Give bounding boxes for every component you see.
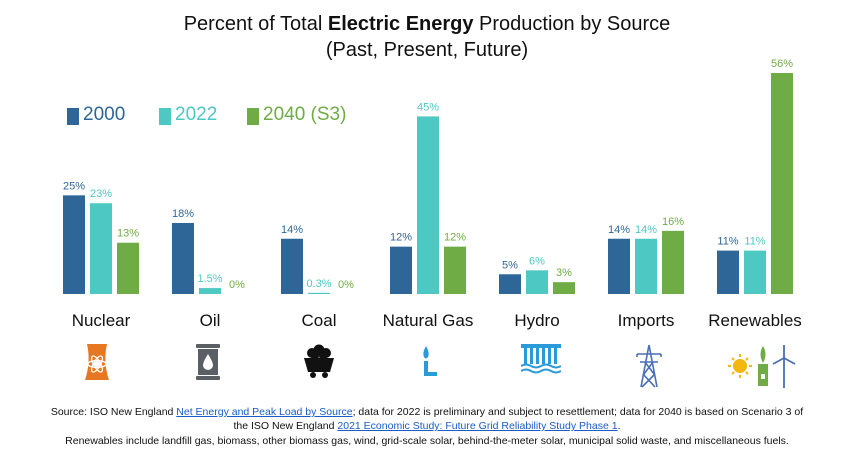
category-label-renewables: Renewables (708, 311, 802, 330)
bar-chart: 25% 23% 13% Nuclear 18% 1.5% 0% Oil 14% 0.3% 0% Coa… (63, 58, 802, 330)
bar-natural-gas-2000 (390, 246, 412, 294)
footer-source-mid: ; data for 2022 is preliminary and subje… (352, 406, 804, 418)
bar-imports-2040-s3 (662, 230, 684, 294)
data-label-natural-gas-2040-s3: 12% (444, 232, 466, 244)
footer-source-line-1: Source: ISO New England Net Energy and P… (0, 405, 854, 419)
data-label-imports-2040-s3: 16% (662, 216, 684, 228)
data-label-imports-2000: 14% (608, 224, 630, 236)
bar-renewables-2000 (717, 250, 739, 294)
bar-nuclear-2000 (63, 195, 85, 294)
legend-label-2022: 2022 (175, 104, 218, 125)
data-label-coal-2022: 0.3% (306, 278, 331, 290)
bar-coal-2022 (308, 292, 330, 294)
bar-natural-gas-2040-s3 (444, 246, 466, 294)
transmission-tower-icon (636, 344, 662, 388)
legend-swatch-2022 (159, 108, 171, 125)
bar-hydro-2000 (499, 274, 521, 294)
category-label-natural-gas: Natural Gas (383, 311, 474, 330)
category-label-imports: Imports (618, 311, 675, 330)
bar-imports-2000 (608, 238, 630, 294)
data-label-nuclear-2040-s3: 13% (117, 228, 139, 240)
biomass-plant-icon (758, 346, 768, 386)
legend-label-2040: 2040 (S3) (263, 104, 347, 125)
bar-coal-2000 (281, 238, 303, 294)
category-label-oil: Oil (200, 311, 221, 330)
bar-oil-2022 (199, 288, 221, 294)
footer-source-line-2: the ISO New England 2021 Economic Study:… (0, 419, 854, 433)
data-label-oil-2000: 18% (172, 208, 194, 220)
chart-title: Percent of Total Electric Energy Product… (0, 11, 854, 37)
bar-hydro-2040-s3 (553, 282, 575, 294)
bar-nuclear-2040-s3 (117, 242, 139, 294)
nuclear-plant-icon (85, 344, 109, 380)
category-label-coal: Coal (302, 311, 337, 330)
title-bold: Electric Energy (327, 13, 474, 35)
bar-renewables-2022 (744, 250, 766, 294)
data-label-natural-gas-2000: 12% (390, 232, 412, 244)
footer-line2-suffix: . (617, 420, 621, 432)
data-label-renewables-2040-s3: 56% (771, 58, 793, 70)
data-label-oil-2040-s3: 0% (229, 279, 245, 291)
chart-subtitle: (Past, Present, Future) (325, 39, 529, 61)
footer-renewables-note: Renewables include landfill gas, biomass… (65, 435, 789, 447)
data-label-renewables-2000: 11% (717, 236, 738, 248)
bar-natural-gas-2022 (417, 116, 439, 295)
data-label-oil-2022: 1.5% (197, 273, 222, 285)
bar-oil-2000 (172, 222, 194, 294)
title-prefix: Percent of Total (183, 13, 328, 35)
bar-hydro-2022 (526, 270, 548, 294)
legend-swatch-2000 (67, 108, 79, 125)
data-label-hydro-2022: 6% (529, 255, 545, 267)
net-energy-link[interactable]: Net Energy and Peak Load by Source (176, 406, 353, 418)
bar-renewables-2040-s3 (771, 73, 793, 294)
footer-line2-prefix: the ISO New England (233, 420, 338, 432)
coal-cart-icon (304, 344, 334, 378)
gas-flame-icon (423, 346, 437, 376)
data-label-hydro-2000: 5% (502, 259, 518, 271)
title-suffix: Production by Source (473, 13, 671, 35)
data-label-nuclear-2000: 25% (63, 180, 85, 192)
data-label-natural-gas-2022: 45% (417, 101, 439, 113)
bar-nuclear-2022 (90, 203, 112, 294)
data-label-coal-2040-s3: 0% (338, 279, 354, 291)
data-label-coal-2000: 14% (281, 224, 303, 236)
hydro-dam-icon (521, 344, 561, 374)
sun-icon (728, 354, 752, 378)
bar-imports-2022 (635, 238, 657, 294)
category-label-hydro: Hydro (514, 311, 559, 330)
data-label-renewables-2022: 11% (744, 236, 765, 248)
economic-study-link[interactable]: 2021 Economic Study: Future Grid Reliabi… (337, 420, 618, 432)
legend-swatch-2040 (247, 108, 259, 125)
renewables-icon (728, 345, 796, 388)
data-label-imports-2022: 14% (635, 224, 657, 236)
data-label-nuclear-2022: 23% (90, 188, 112, 200)
oil-barrel-icon (196, 344, 220, 380)
category-label-nuclear: Nuclear (72, 311, 131, 330)
footer-source-prefix: Source: ISO New England (50, 406, 177, 418)
wind-turbine-icon (772, 345, 796, 388)
data-label-hydro-2040-s3: 3% (556, 267, 572, 279)
legend-label-2000: 2000 (83, 104, 126, 125)
